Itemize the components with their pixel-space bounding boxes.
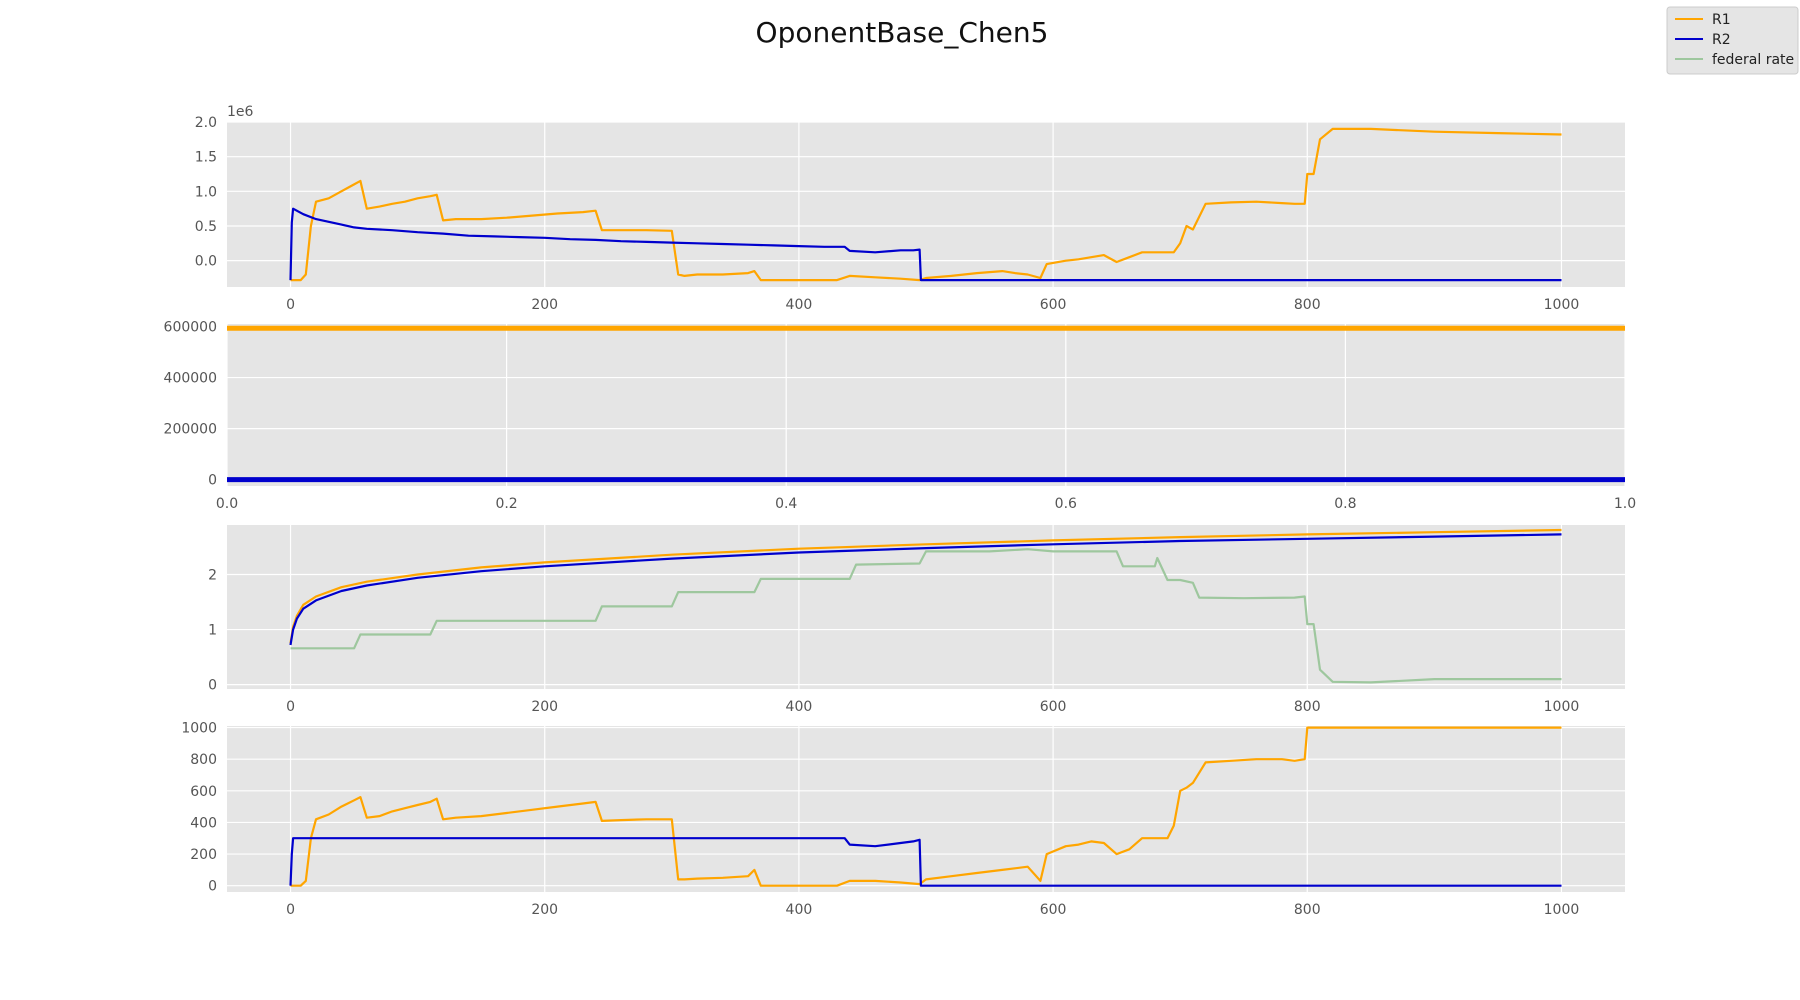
series-line-r2 <box>289 533 1562 646</box>
x-tick-label: 0.0 <box>216 496 238 512</box>
plot-area-4 <box>227 726 1625 892</box>
x-tick-label: 0.4 <box>775 496 797 512</box>
x-tick-label: 400 <box>786 902 813 918</box>
x-tick-label: 600 <box>1040 902 1067 918</box>
y-tick-label: 600000 <box>164 320 217 336</box>
y-tick-label: 1 <box>208 623 217 639</box>
panel-3-chart: 0 200 400 600 800 1000 0 1 2 <box>208 525 1625 715</box>
y-tick-label: 400 <box>190 815 217 831</box>
series-line-r2 <box>289 207 1562 282</box>
x-tick-label: 200 <box>531 902 558 918</box>
y-tick-label: 0 <box>208 473 217 489</box>
plot-area-2 <box>227 324 1625 486</box>
y-tick-label: 600 <box>190 784 217 800</box>
x-tick-label: 0.8 <box>1334 496 1356 512</box>
x-tick-label: 1000 <box>1544 699 1580 715</box>
x-tick-label: 0.2 <box>495 496 517 512</box>
series-line-r1 <box>290 127 1562 282</box>
y-tick-label: 2 <box>208 568 217 584</box>
legend-label-r2: R2 <box>1712 32 1731 48</box>
series-line-federal-rate <box>290 548 1562 684</box>
legend-label-federal-rate: federal rate <box>1712 52 1794 68</box>
y-tick-label: 200000 <box>164 422 217 438</box>
x-tick-label: 400 <box>786 699 813 715</box>
figure-title: OponentBase_Chen5 <box>756 16 1049 49</box>
x-tick-label: 600 <box>1040 297 1067 313</box>
x-tick-label: 600 <box>1040 699 1067 715</box>
y-offset-label: 1e6 <box>227 104 254 120</box>
x-tick-label: 800 <box>1294 699 1321 715</box>
series-line-r1 <box>290 726 1562 887</box>
y-tick-label: 0 <box>208 879 217 895</box>
x-tick-label: 800 <box>1294 902 1321 918</box>
y-tick-label: 1.0 <box>195 184 217 200</box>
x-tick-label: 0 <box>286 902 295 918</box>
plot-area-1 <box>227 122 1625 287</box>
x-tick-label: 0 <box>286 699 295 715</box>
y-tick-label: 0.0 <box>195 254 217 270</box>
y-tick-label: 1000 <box>181 721 217 737</box>
x-tick-label: 0.6 <box>1055 496 1077 512</box>
x-tick-label: 1.0 <box>1614 496 1636 512</box>
x-tick-label: 400 <box>786 297 813 313</box>
y-tick-label: 0.5 <box>195 219 217 235</box>
panel-2-chart: 0.0 0.2 0.4 0.6 0.8 1.0 0 200000 400000 600000 <box>164 320 1637 512</box>
y-tick-label: 2.0 <box>195 115 217 131</box>
legend-box <box>1666 6 1799 75</box>
series-line-r2 <box>289 837 1562 887</box>
x-tick-label: 0 <box>286 297 295 313</box>
legend-label-r1: R1 <box>1712 12 1731 28</box>
x-tick-label: 1000 <box>1544 297 1580 313</box>
x-tick-label: 1000 <box>1544 902 1580 918</box>
panel-1-chart: 0 200 400 600 800 1000 0.0 0.5 1.0 1.5 2.0 1e6 <box>195 104 1625 313</box>
plot-area-3 <box>227 525 1625 689</box>
y-tick-label: 0 <box>208 678 217 694</box>
panel-4-chart: 0 200 400 600 800 1000 0 200 400 600 800 1000 <box>181 721 1625 918</box>
x-tick-label: 800 <box>1294 297 1321 313</box>
x-tick-label: 200 <box>531 699 558 715</box>
x-tick-label: 200 <box>531 297 558 313</box>
legend: R1 R2 federal rate <box>1666 6 1799 75</box>
y-tick-label: 800 <box>190 752 217 768</box>
y-tick-label: 400000 <box>164 371 217 387</box>
series-line-r1 <box>289 528 1562 644</box>
y-tick-label: 1.5 <box>195 150 217 166</box>
y-tick-label: 200 <box>190 847 217 863</box>
